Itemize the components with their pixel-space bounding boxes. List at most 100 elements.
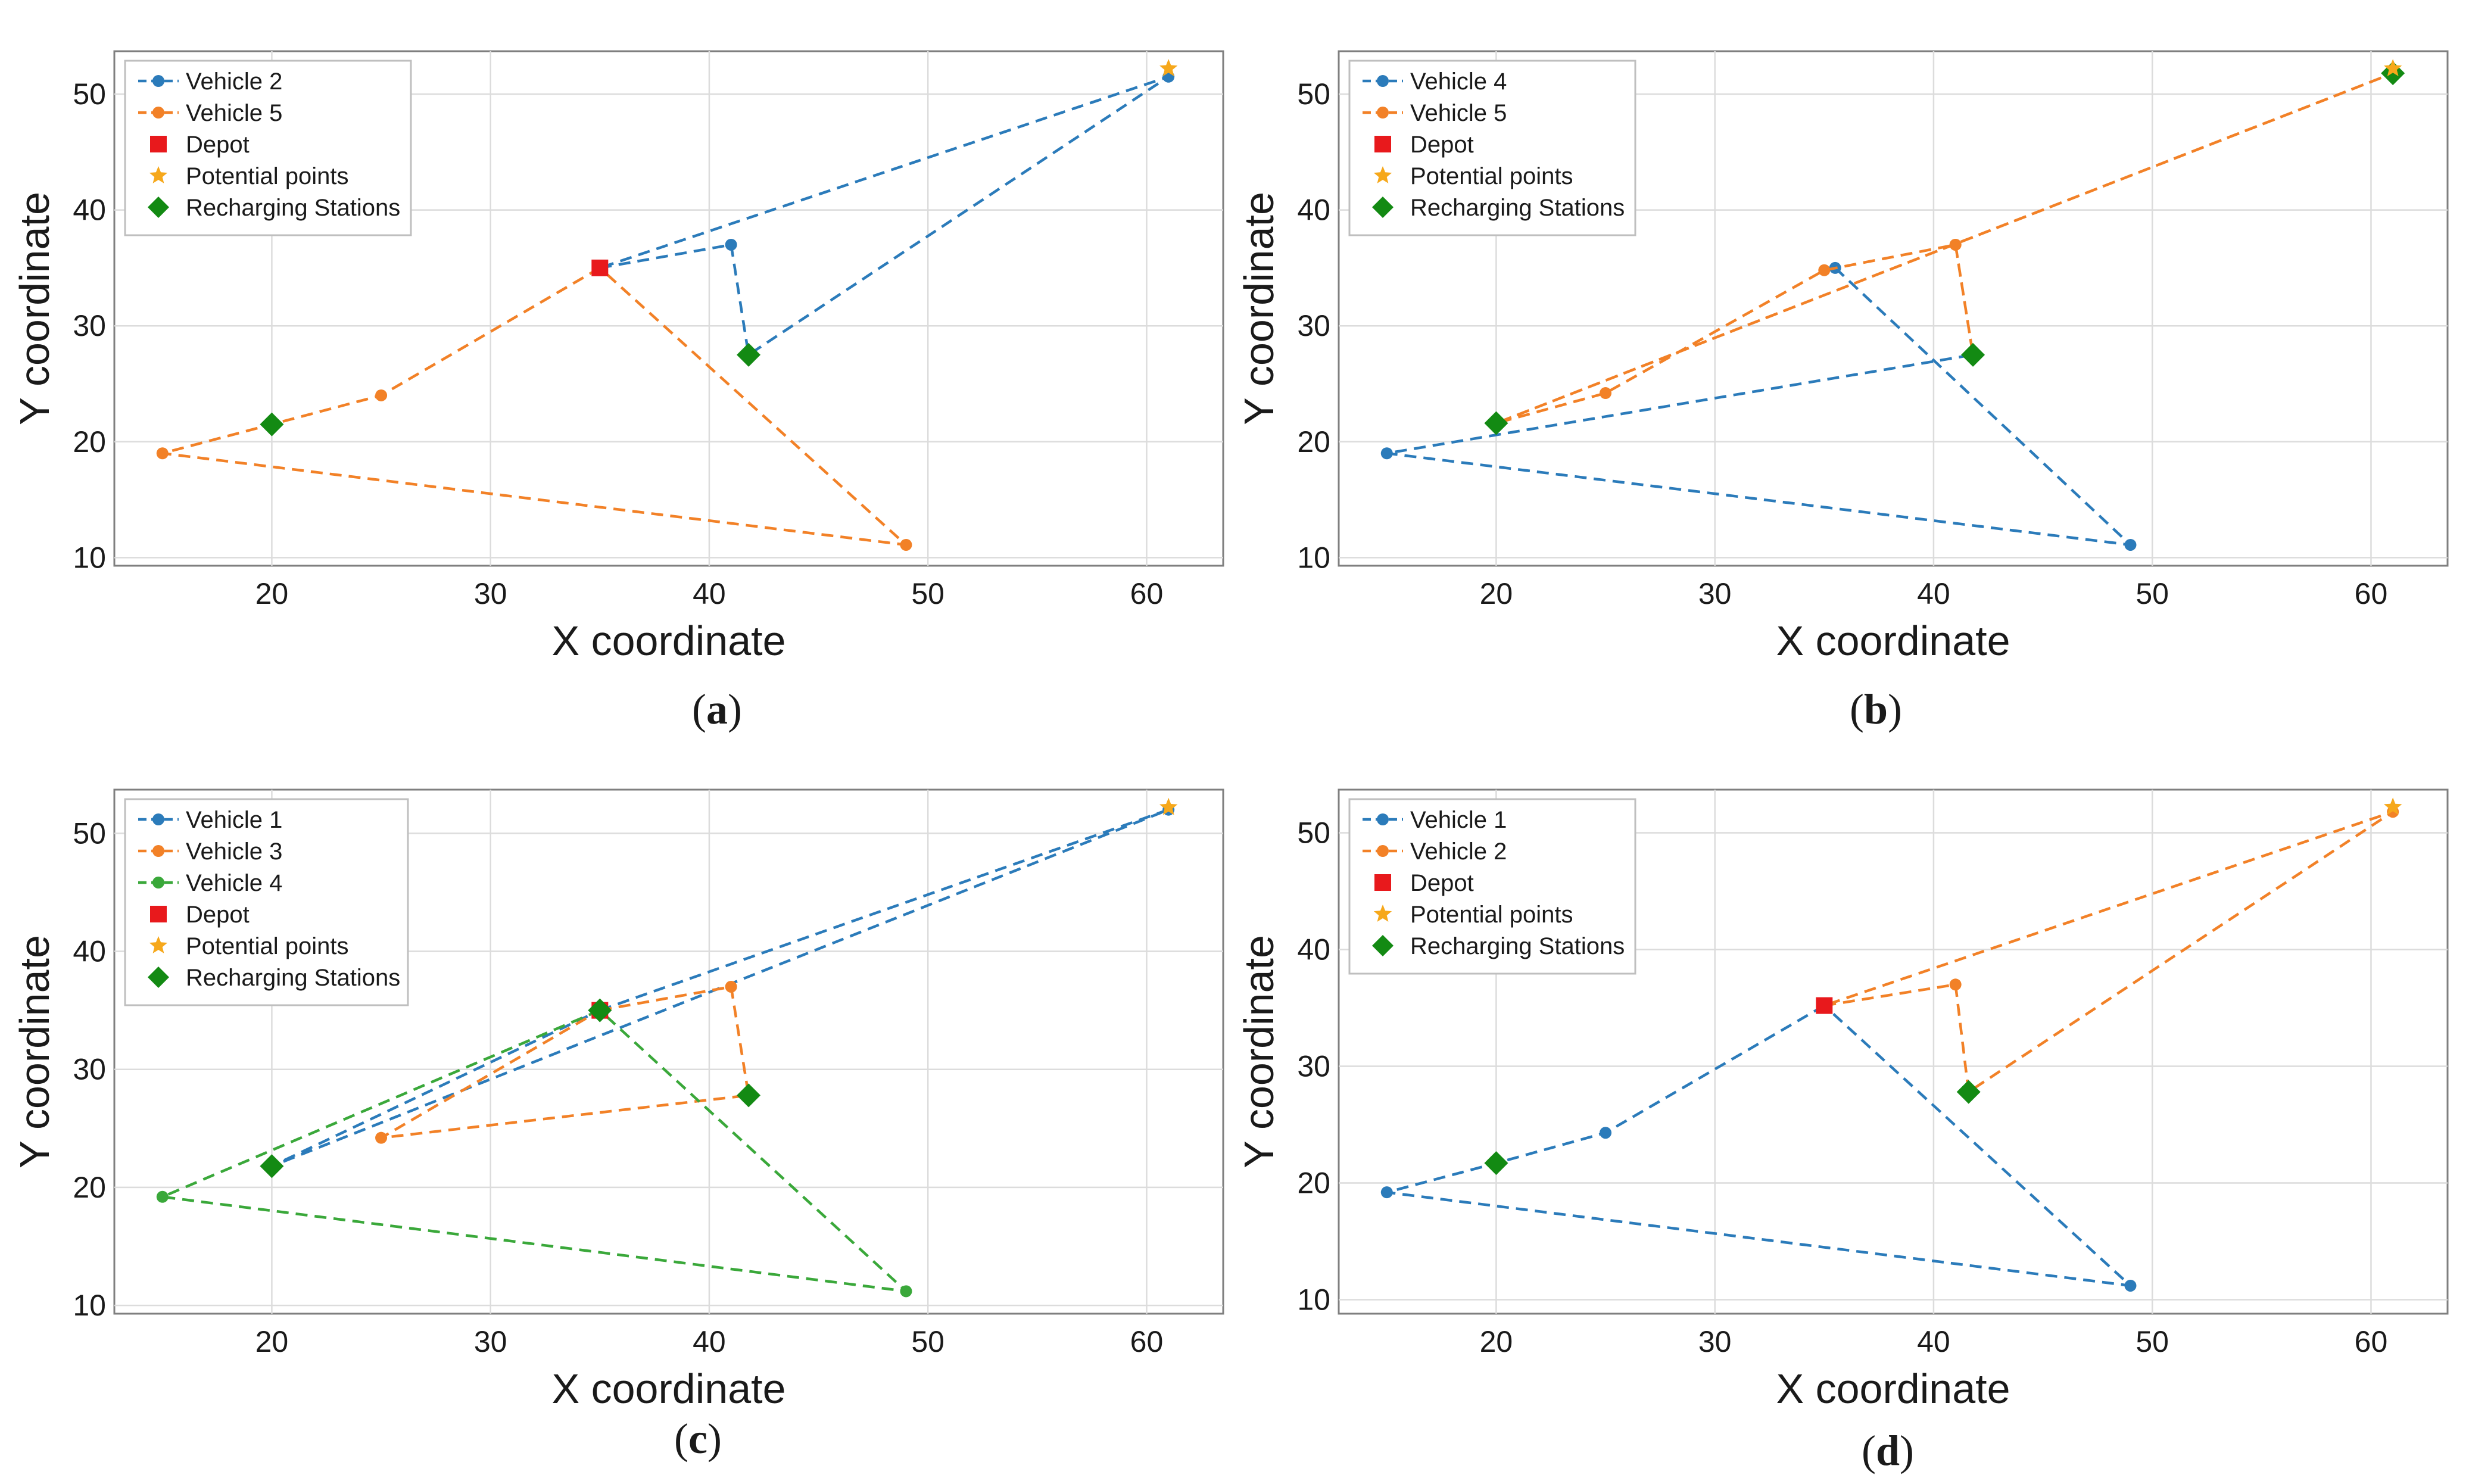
y-axis-label: Y coordinate (1236, 192, 1282, 425)
legend-dot-swatch (152, 813, 164, 825)
potential-point-marker (1159, 59, 1178, 76)
legend-entry-label: Depot (186, 902, 250, 928)
y-tick-label: 50 (73, 77, 106, 111)
y-tick-label: 20 (1297, 425, 1330, 459)
legend-entry-label: Vehicle 4 (1410, 68, 1507, 95)
legend (1348, 798, 1636, 975)
y-tick-label: 40 (1297, 194, 1330, 227)
legend-entry-label: Recharging Stations (1410, 195, 1625, 221)
x-tick-label: 20 (255, 577, 289, 610)
legend-entry-label: Recharging Stations (186, 195, 400, 221)
y-axis-label: Y coordinate (11, 192, 58, 425)
route-point (1380, 447, 1393, 460)
legend-entry-label: Depot (186, 132, 250, 158)
legend-diamond-swatch (1372, 197, 1394, 218)
x-tick-label: 40 (1917, 577, 1950, 610)
recharging-station-marker (588, 998, 612, 1022)
x-tick-label: 50 (2136, 577, 2169, 610)
potential-point-marker (1159, 797, 1178, 815)
x-tick-label: 30 (1698, 1325, 1732, 1358)
x-axis-label: X coordinate (551, 1365, 785, 1412)
y-tick-label: 40 (73, 935, 106, 968)
depot-marker (1816, 997, 1833, 1014)
route-point (156, 447, 169, 460)
potential-point-marker (2384, 59, 2402, 76)
y-tick-label: 20 (73, 425, 106, 459)
x-tick-label: 40 (693, 1325, 726, 1358)
legend-depot-swatch (1374, 874, 1391, 891)
x-tick-label: 30 (1698, 577, 1732, 610)
route-point (1600, 387, 1612, 400)
recharging-station-marker (1956, 1080, 1981, 1104)
legend-entry-label: Recharging Stations (1410, 933, 1625, 959)
route-point (2124, 1279, 2137, 1292)
x-tick-label: 30 (474, 1325, 507, 1358)
y-tick-label: 30 (1297, 309, 1330, 342)
legend-dot-swatch (1377, 107, 1389, 119)
y-tick-label: 10 (73, 1289, 106, 1322)
y-tick-label: 20 (1297, 1166, 1330, 1199)
depot-marker (591, 259, 609, 276)
legend-diamond-swatch (148, 967, 169, 988)
y-tick-label: 30 (73, 309, 106, 342)
x-tick-label: 60 (1130, 1325, 1164, 1358)
legend (124, 60, 412, 236)
route-line-vehicle-4 (157, 1009, 911, 1293)
legend-dot-swatch (152, 75, 164, 87)
panel-caption: (d) (1862, 1427, 1914, 1474)
legend-depot-swatch (150, 906, 167, 922)
recharging-station-marker (1484, 411, 1508, 435)
legend-entry-label: Vehicle 1 (1410, 807, 1507, 833)
y-tick-label: 10 (1297, 541, 1330, 574)
recharging-station-marker (260, 1154, 284, 1179)
panel-caption: (c) (674, 1415, 722, 1463)
legend-entry-label: Potential points (1410, 163, 1573, 189)
x-axis-label: X coordinate (1776, 618, 2010, 664)
route-line-vehicle-1 (1386, 1004, 2135, 1288)
route-line-vehicle-5 (162, 266, 911, 547)
legend-entry-label: Potential points (186, 163, 349, 189)
route-point (1818, 264, 1831, 276)
legend-dot-swatch (152, 107, 164, 119)
legend-entry-label: Vehicle 5 (1410, 100, 1507, 126)
legend-dot-swatch (152, 877, 164, 888)
x-tick-label: 20 (255, 1325, 289, 1358)
legend-entry-label: Vehicle 5 (186, 100, 282, 126)
route-point (900, 538, 912, 551)
legend-dot-swatch (152, 845, 164, 857)
x-tick-label: 40 (1917, 1325, 1950, 1358)
legend-entry-label: Vehicle 4 (186, 870, 282, 896)
y-tick-label: 30 (73, 1053, 106, 1086)
legend (124, 798, 409, 1006)
route-point (2124, 538, 2137, 551)
recharging-station-marker (1484, 1151, 1508, 1176)
route-point (900, 1285, 912, 1298)
route-point (375, 1131, 388, 1144)
legend-star-swatch (149, 166, 168, 183)
legend-entry-label: Potential points (186, 933, 349, 959)
y-tick-label: 40 (73, 194, 106, 227)
y-tick-label: 30 (1297, 1049, 1330, 1083)
legend-depot-swatch (1374, 136, 1391, 152)
route-point (725, 980, 737, 993)
x-tick-label: 40 (693, 577, 726, 610)
y-axis-label: Y coordinate (1236, 935, 1282, 1168)
chart-panel-d: 20 30 40 50 60 10 20 30 40 50 X coordinate Y coordi… (1236, 788, 2449, 1474)
route-point (375, 389, 388, 401)
x-tick-label: 20 (1480, 577, 1513, 610)
x-axis-label: X coordinate (551, 618, 785, 664)
y-tick-label: 40 (1297, 933, 1330, 967)
legend-star-swatch (149, 936, 168, 953)
y-tick-label: 10 (1297, 1283, 1330, 1316)
x-tick-label: 60 (1130, 577, 1164, 610)
x-tick-label: 50 (911, 577, 944, 610)
legend-entry-label: Potential points (1410, 902, 1573, 928)
legend-dot-swatch (1377, 845, 1389, 857)
legend-entry-label: Recharging Stations (186, 965, 400, 991)
chart-panel-c: 20 30 40 50 60 10 20 30 40 50 X coordinate Y coordi… (11, 788, 1224, 1463)
route-line-vehicle-5 (1495, 71, 2394, 425)
recharging-station-marker (1961, 342, 1985, 367)
legend-depot-swatch (150, 136, 167, 152)
x-tick-label: 60 (2355, 1325, 2388, 1358)
